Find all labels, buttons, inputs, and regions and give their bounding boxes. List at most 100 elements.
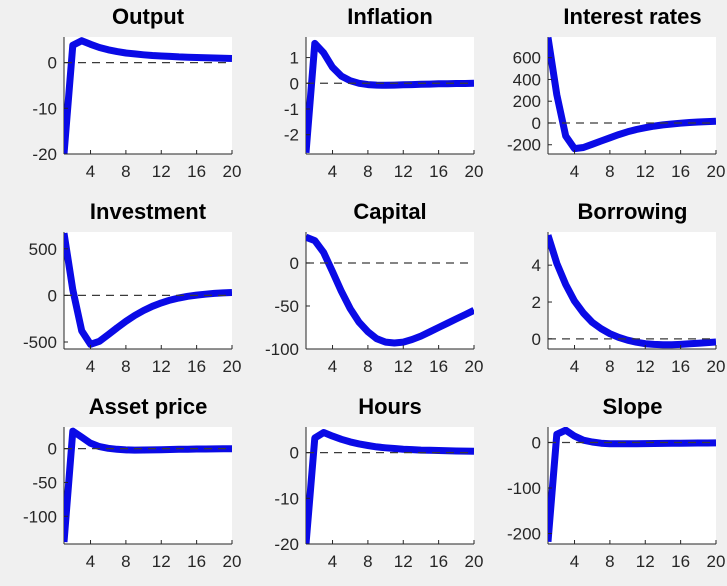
plot-title-hours: Hours [358, 394, 422, 419]
plot-title-interest-rates: Interest rates [563, 4, 702, 29]
plot-title-asset-price: Asset price [88, 394, 208, 419]
y-tick-label: 0 [532, 330, 541, 349]
x-tick-label: 8 [363, 357, 372, 376]
plot-axes-hours: 4 8 12 16 20 -20 -10 0 [274, 427, 484, 571]
x-tick-label: 20 [707, 162, 726, 181]
x-tick-label: 8 [605, 357, 614, 376]
x-tick-label: 8 [121, 162, 130, 181]
y-tick-label: -2 [284, 126, 299, 145]
x-tick-label: 8 [605, 162, 614, 181]
plot-axes-output: 4 8 12 16 20 -20 -10 0 [32, 37, 241, 181]
x-tick-label: 4 [86, 552, 95, 571]
x-tick-label: 12 [394, 357, 413, 376]
y-tick-label: 0 [48, 286, 57, 305]
plot-axes-slope: 4 8 12 16 20 -200 -100 0 [507, 427, 726, 571]
plot-title-borrowing: Borrowing [577, 199, 688, 224]
subplot-capital: Capital 4 8 12 16 20 -100 -50 0 [242, 195, 484, 390]
y-tick-label: -20 [274, 535, 299, 554]
subplot-slope: Slope 4 8 12 16 20 -200 -100 0 [484, 390, 727, 586]
series-line [64, 232, 232, 348]
x-tick-label: 8 [121, 357, 130, 376]
subplot-borrowing: Borrowing 4 8 12 16 20 0 2 4 [484, 195, 727, 390]
x-tick-label: 4 [328, 357, 337, 376]
y-tick-label: 500 [29, 240, 57, 259]
y-tick-label: 0 [290, 254, 299, 273]
y-tick-label: 4 [532, 256, 541, 275]
x-tick-label: 16 [671, 357, 690, 376]
x-tick-label: 4 [86, 162, 95, 181]
x-tick-label: 8 [363, 552, 372, 571]
subplot-investment: Investment 4 8 12 16 20 -500 0 500 [0, 195, 242, 390]
y-tick-label: 0 [532, 114, 541, 133]
y-tick-label: -100 [265, 340, 299, 359]
y-tick-label: 0 [48, 440, 57, 459]
series-line [306, 429, 474, 544]
x-tick-label: 12 [394, 552, 413, 571]
subplot-inflation: Inflation 4 8 12 16 20 -2 -1 0 1 [242, 0, 484, 195]
y-tick-label: -10 [274, 489, 299, 508]
x-tick-label: 8 [121, 552, 130, 571]
x-tick-label: 8 [605, 552, 614, 571]
x-tick-label: 20 [707, 357, 726, 376]
x-tick-label: 4 [570, 357, 579, 376]
plot-area [306, 427, 474, 544]
plot-area [306, 232, 474, 349]
x-tick-label: 12 [636, 357, 655, 376]
y-tick-label: 0 [290, 74, 299, 93]
y-tick-label: 0 [48, 54, 57, 73]
subplot-asset-price: Asset price 4 8 12 16 20 -100 -50 0 [0, 390, 242, 586]
subplot-hours: Hours 4 8 12 16 20 -20 -10 0 [242, 390, 484, 586]
x-tick-label: 16 [429, 162, 448, 181]
x-tick-label: 12 [636, 552, 655, 571]
y-tick-label: 600 [513, 49, 541, 68]
plot-title-investment: Investment [89, 199, 207, 224]
x-tick-label: 16 [429, 552, 448, 571]
series-line [64, 37, 232, 154]
x-tick-label: 8 [363, 162, 372, 181]
plot-axes-inflation: 4 8 12 16 20 -2 -1 0 1 [284, 37, 484, 181]
y-tick-label: 0 [532, 433, 541, 452]
plot-title-capital: Capital [353, 199, 427, 224]
y-tick-label: -50 [274, 297, 299, 316]
y-tick-label: 1 [290, 49, 299, 68]
y-tick-label: 2 [532, 293, 541, 312]
x-tick-label: 20 [223, 552, 242, 571]
y-tick-label: -200 [507, 136, 541, 155]
x-tick-label: 4 [570, 162, 579, 181]
y-tick-label: -100 [507, 479, 541, 498]
x-tick-label: 4 [328, 162, 337, 181]
y-tick-label: -200 [507, 525, 541, 544]
plot-area [548, 37, 716, 154]
plot-axes-asset-price: 4 8 12 16 20 -100 -50 0 [23, 427, 242, 571]
x-tick-label: 16 [187, 357, 206, 376]
x-tick-label: 12 [394, 162, 413, 181]
x-tick-label: 4 [570, 552, 579, 571]
x-tick-label: 12 [152, 357, 171, 376]
x-tick-label: 12 [152, 162, 171, 181]
x-tick-label: 16 [187, 162, 206, 181]
x-tick-label: 20 [465, 357, 484, 376]
x-tick-label: 16 [671, 162, 690, 181]
y-tick-label: -20 [32, 145, 57, 164]
x-tick-label: 20 [465, 162, 484, 181]
x-tick-label: 12 [636, 162, 655, 181]
y-tick-label: -50 [32, 473, 57, 492]
x-tick-label: 4 [328, 552, 337, 571]
x-tick-label: 16 [429, 357, 448, 376]
plot-area [64, 232, 232, 349]
y-tick-label: -500 [23, 333, 57, 352]
x-tick-label: 20 [465, 552, 484, 571]
subplot-output: Output 4 8 12 16 20 -20 -10 0 [0, 0, 242, 195]
x-tick-label: 12 [152, 552, 171, 571]
x-tick-label: 20 [223, 357, 242, 376]
plot-axes-investment: 4 8 12 16 20 -500 0 500 [23, 232, 242, 376]
y-tick-label: -100 [23, 507, 57, 526]
x-tick-label: 20 [707, 552, 726, 571]
plot-axes-capital: 4 8 12 16 20 -100 -50 0 [265, 232, 484, 376]
x-tick-label: 4 [86, 357, 95, 376]
plot-title-inflation: Inflation [347, 4, 433, 29]
x-tick-label: 16 [187, 552, 206, 571]
subplot-interest-rates: Interest rates 4 8 12 16 20 -200 0 200 400 600 [484, 0, 727, 195]
series-line [548, 234, 716, 349]
